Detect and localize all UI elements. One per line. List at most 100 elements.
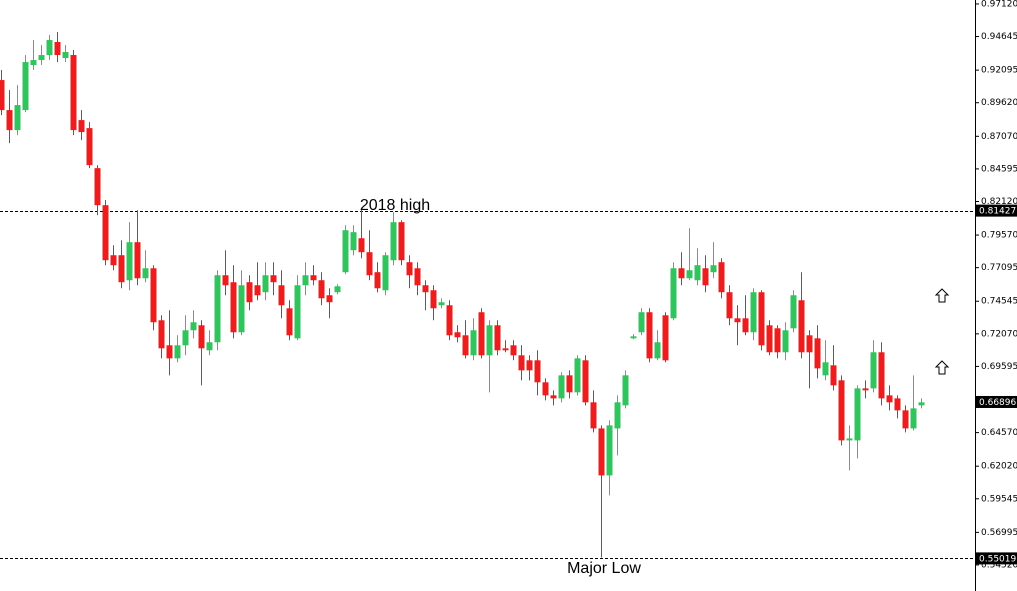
candle-body [782,330,789,353]
candle-body [6,110,13,131]
candle-body [670,268,677,319]
candle-body [22,62,29,111]
candle-body [638,312,645,333]
y-tick-label: 0.94645 [981,32,1017,42]
candle-body [526,360,533,371]
candle-body [862,388,869,391]
level-box [976,552,1017,565]
candle-body [830,365,837,386]
candle-body [758,292,765,346]
candle-body [422,285,429,293]
candle-body [854,388,861,441]
y-tick-label: 0.59545 [981,494,1017,504]
current-price-box [976,395,1017,408]
plot [0,32,975,559]
candle-body [70,55,77,131]
y-tick-label: 0.79570 [981,231,1017,241]
candle-body [710,265,717,273]
candle-body [702,268,709,286]
candle-body [318,280,325,299]
candle-body [182,330,189,346]
candle-body [294,285,301,339]
candle-body [134,242,141,279]
y-tick-label: 0.89620 [981,98,1017,108]
candle-body [86,128,93,166]
candle-body [246,282,253,303]
candle-body [46,40,53,56]
level-box [976,204,1017,217]
candle-body [886,395,893,403]
candle-body [878,352,885,399]
candle-body [510,345,517,356]
candle-body [286,308,293,336]
candle-body [566,375,573,393]
candle-body [398,222,405,261]
candle-body [278,285,285,306]
y-tick-label: 0.74545 [981,297,1017,307]
current-price-label: 0.66896 [979,398,1016,408]
candle-body [750,292,757,333]
candle-body [542,382,549,396]
candle-body [686,270,693,279]
candle-body [846,438,853,441]
candle-body [894,398,901,411]
y-tick-label: 0.62020 [981,462,1017,472]
candle-body [30,60,37,66]
candle-body [118,255,125,283]
candle-body [206,342,213,351]
candle-body [302,275,309,286]
candle-body [310,275,317,281]
candle-body [774,328,781,353]
candle-body [838,380,845,441]
candle-body [222,275,229,286]
candle-body [14,105,21,131]
candle-body [870,352,877,389]
y-tick-label: 0.87070 [981,132,1017,142]
candle-body [518,355,525,371]
candle-body [814,338,821,369]
candle-body [726,292,733,319]
candle-body [918,402,925,406]
candle-body [358,238,365,253]
candle-body [374,272,381,289]
candle-body [254,285,261,296]
candle-body [350,232,357,251]
candle-body [558,375,565,399]
candle-body [342,230,349,273]
candle-body [582,360,589,403]
candle-body [790,295,797,329]
candle-body [550,395,557,399]
candle-body [414,268,421,286]
candle-body [494,325,501,351]
candle-body [646,312,653,359]
candle-body [262,275,269,293]
candle-body [158,320,165,349]
y-tick-label: 0.64570 [981,428,1017,438]
candle-body [606,425,613,476]
candle-body [486,325,493,356]
candle-body [902,410,909,429]
candle-body [430,290,437,309]
y-tick-label: 0.92095 [981,66,1017,76]
candle-body [630,336,637,339]
candle-body [270,275,277,283]
level-label: 0.55019 [979,554,1016,564]
candle-body [910,408,917,429]
candle-body [470,330,477,356]
candle-body [694,265,701,281]
candle-body [534,360,541,383]
y-tick-label: 0.77095 [981,263,1017,273]
candle-body [598,428,605,476]
candle-body [502,348,509,351]
y-tick-label: 0.56995 [981,528,1017,538]
y-tick-label: 0.97120 [981,0,1017,9]
candle-body [734,318,741,323]
candle-body [230,282,237,333]
annotation: 2018 high [360,197,430,214]
candle-body [214,275,221,343]
candle-body [126,242,133,281]
candle-body [190,322,197,331]
candle-body [390,222,397,261]
candle-body [718,262,725,293]
candle-body [406,262,413,276]
